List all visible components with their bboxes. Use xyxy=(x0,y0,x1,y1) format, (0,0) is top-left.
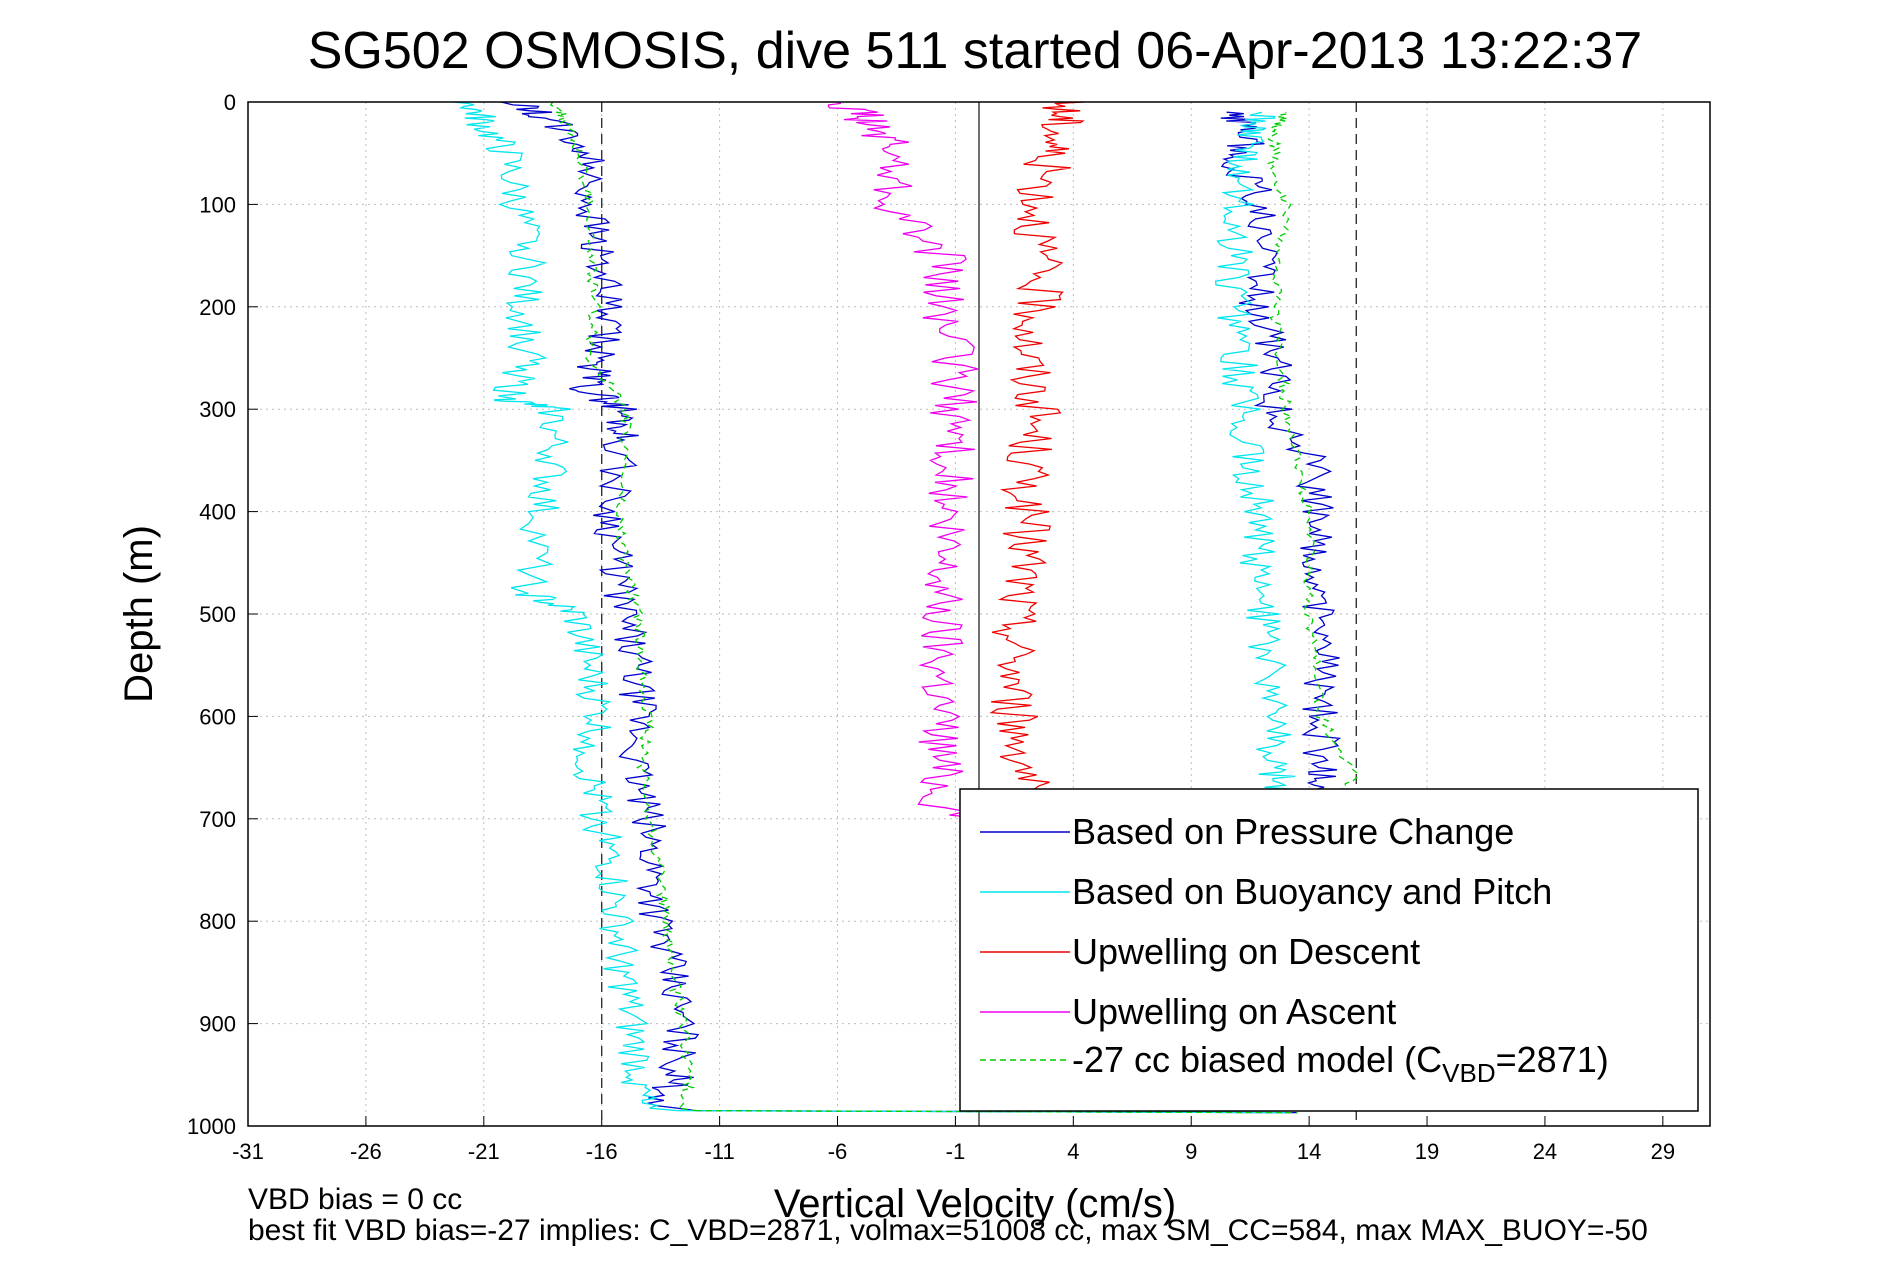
series-4 xyxy=(827,101,991,820)
legend-label: Upwelling on Ascent xyxy=(1072,991,1396,1032)
x-tick-label: 19 xyxy=(1415,1139,1439,1164)
x-tick-labels: -31 -26 -21 -16 -11 -6 -1 4 9 14 19 24 29 xyxy=(232,1139,1675,1164)
x-tick-label: 24 xyxy=(1533,1139,1557,1164)
legend-label: Upwelling on Descent xyxy=(1072,931,1420,972)
y-tick-label: 200 xyxy=(199,295,236,320)
x-tick-label: -31 xyxy=(232,1139,264,1164)
series-3 xyxy=(989,101,1085,820)
x-tick-label: 14 xyxy=(1297,1139,1321,1164)
plot-area xyxy=(247,101,1711,1127)
y-tick-labels: 0 100 200 300 400 500 600 700 800 900 1000 xyxy=(187,90,236,1139)
legend-label-text: Upwelling on Ascent xyxy=(1072,991,1396,1032)
footer-line-2: best fit VBD bias=-27 implies: C_VBD=287… xyxy=(248,1214,1648,1247)
series-5-descent-line xyxy=(549,101,697,1112)
series-2-descent-line xyxy=(452,101,678,1112)
y-tick-label: 400 xyxy=(199,500,236,525)
y-tick-label: 100 xyxy=(199,192,236,217)
legend-label-text: -27 cc biased model (C xyxy=(1072,1039,1442,1080)
x-tick-label: 4 xyxy=(1067,1139,1079,1164)
footer-line-1: VBD bias = 0 cc xyxy=(248,1183,462,1216)
y-tick-label: 700 xyxy=(199,807,236,832)
x-tick-label: 9 xyxy=(1185,1139,1197,1164)
y-tick-label: 900 xyxy=(199,1012,236,1037)
series-4-line xyxy=(827,101,991,820)
series-1-descent-line xyxy=(500,101,700,1112)
y-tick-label: 800 xyxy=(199,909,236,934)
legend-label-text: Based on Buoyancy and Pitch xyxy=(1072,871,1552,912)
chart-title: SG502 OSMOSIS, dive 511 started 06-Apr-2… xyxy=(308,22,1642,80)
y-tick-label: 300 xyxy=(199,397,236,422)
legend-label: Based on Buoyancy and Pitch xyxy=(1072,871,1552,912)
y-tick-label: 1000 xyxy=(187,1114,236,1139)
y-tick-label: 600 xyxy=(199,704,236,729)
legend-label-text: Based on Pressure Change xyxy=(1072,811,1514,852)
series-3-line xyxy=(989,101,1085,820)
y-tick-label: 0 xyxy=(224,90,236,115)
legend-label: Based on Pressure Change xyxy=(1072,811,1514,852)
x-tick-label: -26 xyxy=(350,1139,382,1164)
x-tick-label: -6 xyxy=(828,1139,848,1164)
x-tick-label: 29 xyxy=(1651,1139,1675,1164)
legend-label-tail: =2871) xyxy=(1496,1039,1609,1080)
legend-label-subscript: VBD xyxy=(1442,1058,1495,1088)
x-tick-label: -1 xyxy=(946,1139,966,1164)
x-tick-label: -21 xyxy=(468,1139,500,1164)
x-tick-label: -11 xyxy=(705,1139,735,1164)
y-tick-label: 500 xyxy=(199,602,236,627)
y-axis-label: Depth (m) xyxy=(117,525,161,703)
legend: Based on Pressure Change Based on Buoyanc… xyxy=(959,788,1699,1112)
x-tick-label: -16 xyxy=(586,1139,618,1164)
x-axis-label: Vertical Velocity (cm/s) xyxy=(774,1182,1176,1226)
legend-box xyxy=(959,788,1699,1112)
legend-label-text: Upwelling on Descent xyxy=(1072,931,1420,972)
legend-label: -27 cc biased model (CVBD=2871) xyxy=(1072,1039,1609,1088)
